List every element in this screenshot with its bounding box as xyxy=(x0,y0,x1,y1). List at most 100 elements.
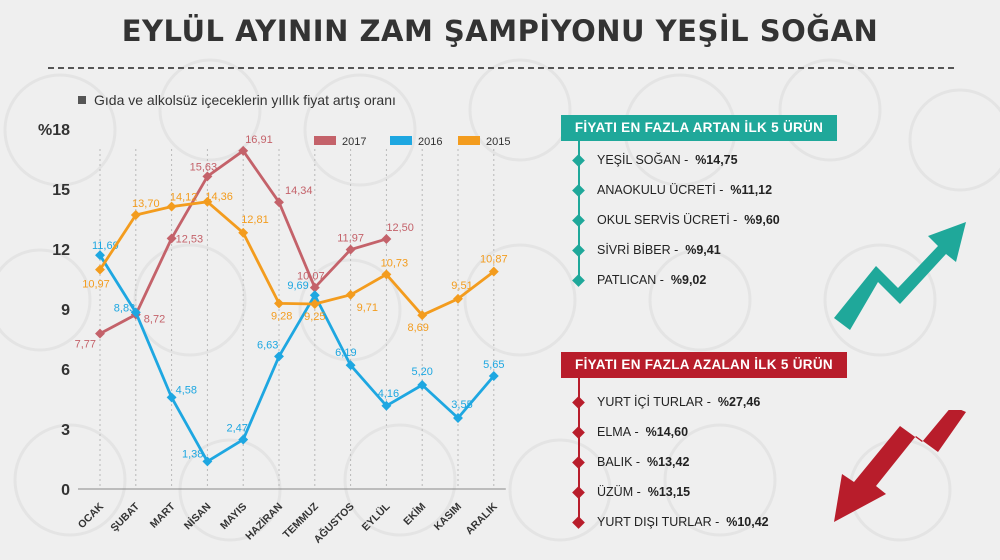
data-label-2017: 7,77 xyxy=(75,339,96,351)
separator: - xyxy=(631,425,646,439)
decrease-item-name: ELMA xyxy=(597,425,632,439)
separator: - xyxy=(715,183,731,197)
increase-arrow-icon xyxy=(834,222,966,330)
legend-swatch xyxy=(390,136,412,145)
x-tick-label: OCAK xyxy=(76,500,107,531)
data-point-2016 xyxy=(274,351,284,362)
y-tick-label: 3 xyxy=(61,422,70,439)
top-increase-connector xyxy=(578,141,580,283)
increase-item: PATLICAN - %9,02 xyxy=(572,273,707,287)
data-label-2015: 14,36 xyxy=(205,191,233,203)
data-point-2015 xyxy=(345,289,356,300)
data-point-2016 xyxy=(309,290,320,301)
increase-item: OKUL SERVİS ÜCRETİ - %9,60 xyxy=(572,213,780,227)
data-point-2016 xyxy=(166,392,177,403)
data-point-2015 xyxy=(130,210,141,220)
increase-item-value: %9,02 xyxy=(670,273,707,287)
top-increase-header: FİYATI EN FAZLA ARTAN İLK 5 ÜRÜN xyxy=(561,115,837,141)
y-tick-label: 6 xyxy=(61,362,70,379)
data-point-2016 xyxy=(238,434,249,445)
data-point-2015 xyxy=(309,299,320,309)
data-point-2017 xyxy=(238,145,249,156)
separator: - xyxy=(670,243,686,257)
decrease-item: ELMA - %14,60 xyxy=(572,425,688,439)
x-tick-label: EYLÜL xyxy=(359,500,393,534)
series-line-2015 xyxy=(98,200,495,317)
top-decrease-connector xyxy=(578,378,580,524)
legend-swatch xyxy=(458,136,480,145)
y-tick-label: 12 xyxy=(52,242,70,259)
increase-item-name: YEŞİL SOĞAN xyxy=(597,153,681,167)
x-tick-label: MART xyxy=(148,500,178,530)
data-label-2016: 5,20 xyxy=(411,366,432,378)
diamond-bullet-icon xyxy=(572,425,585,439)
increase-item: ANAOKULU ÜCRETİ - %11,12 xyxy=(572,183,773,197)
separator: - xyxy=(680,153,696,167)
diamond-bullet-icon xyxy=(572,213,585,227)
data-label-2017: 11,97 xyxy=(337,233,364,245)
diamond-bullet-icon xyxy=(572,395,585,409)
decrease-item: ÜZÜM - %13,15 xyxy=(572,485,691,499)
data-point-2015 xyxy=(274,298,284,309)
legend-swatch xyxy=(314,136,336,145)
diamond-bullet-icon xyxy=(572,485,585,499)
data-point-2015 xyxy=(166,201,177,212)
data-point-2016 xyxy=(202,456,213,467)
data-point-2015 xyxy=(453,293,463,304)
increase-item-value: %11,12 xyxy=(730,183,773,197)
data-label-2015: 12,81 xyxy=(241,214,269,226)
data-label-2017: 16,91 xyxy=(245,134,273,146)
data-label-2015: 9,71 xyxy=(357,302,378,314)
data-label-2015: 10,73 xyxy=(381,257,409,269)
separator: - xyxy=(711,515,727,529)
decrease-item-value: %13,15 xyxy=(647,485,691,499)
y-tick-label: 0 xyxy=(61,482,70,499)
data-point-2017 xyxy=(274,197,284,208)
bullet-square-icon xyxy=(78,96,86,104)
legend-label: 2016 xyxy=(418,136,442,148)
separator: - xyxy=(703,395,718,409)
data-label-2015: 10,97 xyxy=(82,279,110,291)
data-point-2017 xyxy=(166,233,177,244)
separator: - xyxy=(729,213,745,227)
decrease-item-name: BALIK xyxy=(597,455,633,469)
data-point-2015 xyxy=(238,227,249,238)
increase-item-name: OKUL SERVİS ÜCRETİ xyxy=(597,213,730,227)
increase-item: YEŞİL SOĞAN - %14,75 xyxy=(572,153,738,167)
x-tick-label: MAYIS xyxy=(218,501,249,532)
data-label-2015: 8,69 xyxy=(407,322,428,334)
data-point-2015 xyxy=(202,196,213,207)
data-point-2016 xyxy=(95,250,105,261)
increase-item-name: PATLICAN xyxy=(597,273,657,287)
data-label-2015: 14,12 xyxy=(170,192,198,204)
decrease-item: YURT İÇİ TURLAR - %27,46 xyxy=(572,395,760,409)
data-label-2017: 14,34 xyxy=(285,185,313,197)
data-point-2016 xyxy=(381,400,392,411)
separator: - xyxy=(632,455,648,469)
decrease-item-value: %13,42 xyxy=(647,455,690,469)
data-point-2015 xyxy=(381,269,392,280)
data-point-2017 xyxy=(202,171,213,182)
data-point-2016 xyxy=(488,371,499,381)
series-line-2016 xyxy=(98,254,495,463)
data-point-2015 xyxy=(417,310,428,321)
x-tick-label: KASIM xyxy=(432,500,465,533)
title-divider xyxy=(48,67,954,69)
data-point-2015 xyxy=(488,266,499,277)
increase-item: SİVRİ BİBER - %9,41 xyxy=(572,243,721,257)
data-label-2015: 9,25 xyxy=(304,311,325,323)
data-label-2016: 4,16 xyxy=(378,388,399,400)
data-label-2016: 3,55 xyxy=(451,399,472,411)
increase-item-value: %14,75 xyxy=(695,153,738,167)
legend-label: 2015 xyxy=(486,136,510,148)
increase-item-value: %9,60 xyxy=(744,213,780,227)
chart-subtitle: Gıda ve alkolsüz içeceklerin yıllık fiya… xyxy=(78,92,396,108)
diamond-bullet-icon xyxy=(572,153,585,167)
data-label-2017: 10,07 xyxy=(297,271,325,283)
decrease-arrow-icon xyxy=(834,410,966,522)
x-tick-label: ARALIK xyxy=(463,500,500,537)
data-label-2015: 13,70 xyxy=(132,198,160,210)
data-label-2015: 9,28 xyxy=(271,310,292,322)
x-tick-label: NİSAN xyxy=(181,500,213,532)
